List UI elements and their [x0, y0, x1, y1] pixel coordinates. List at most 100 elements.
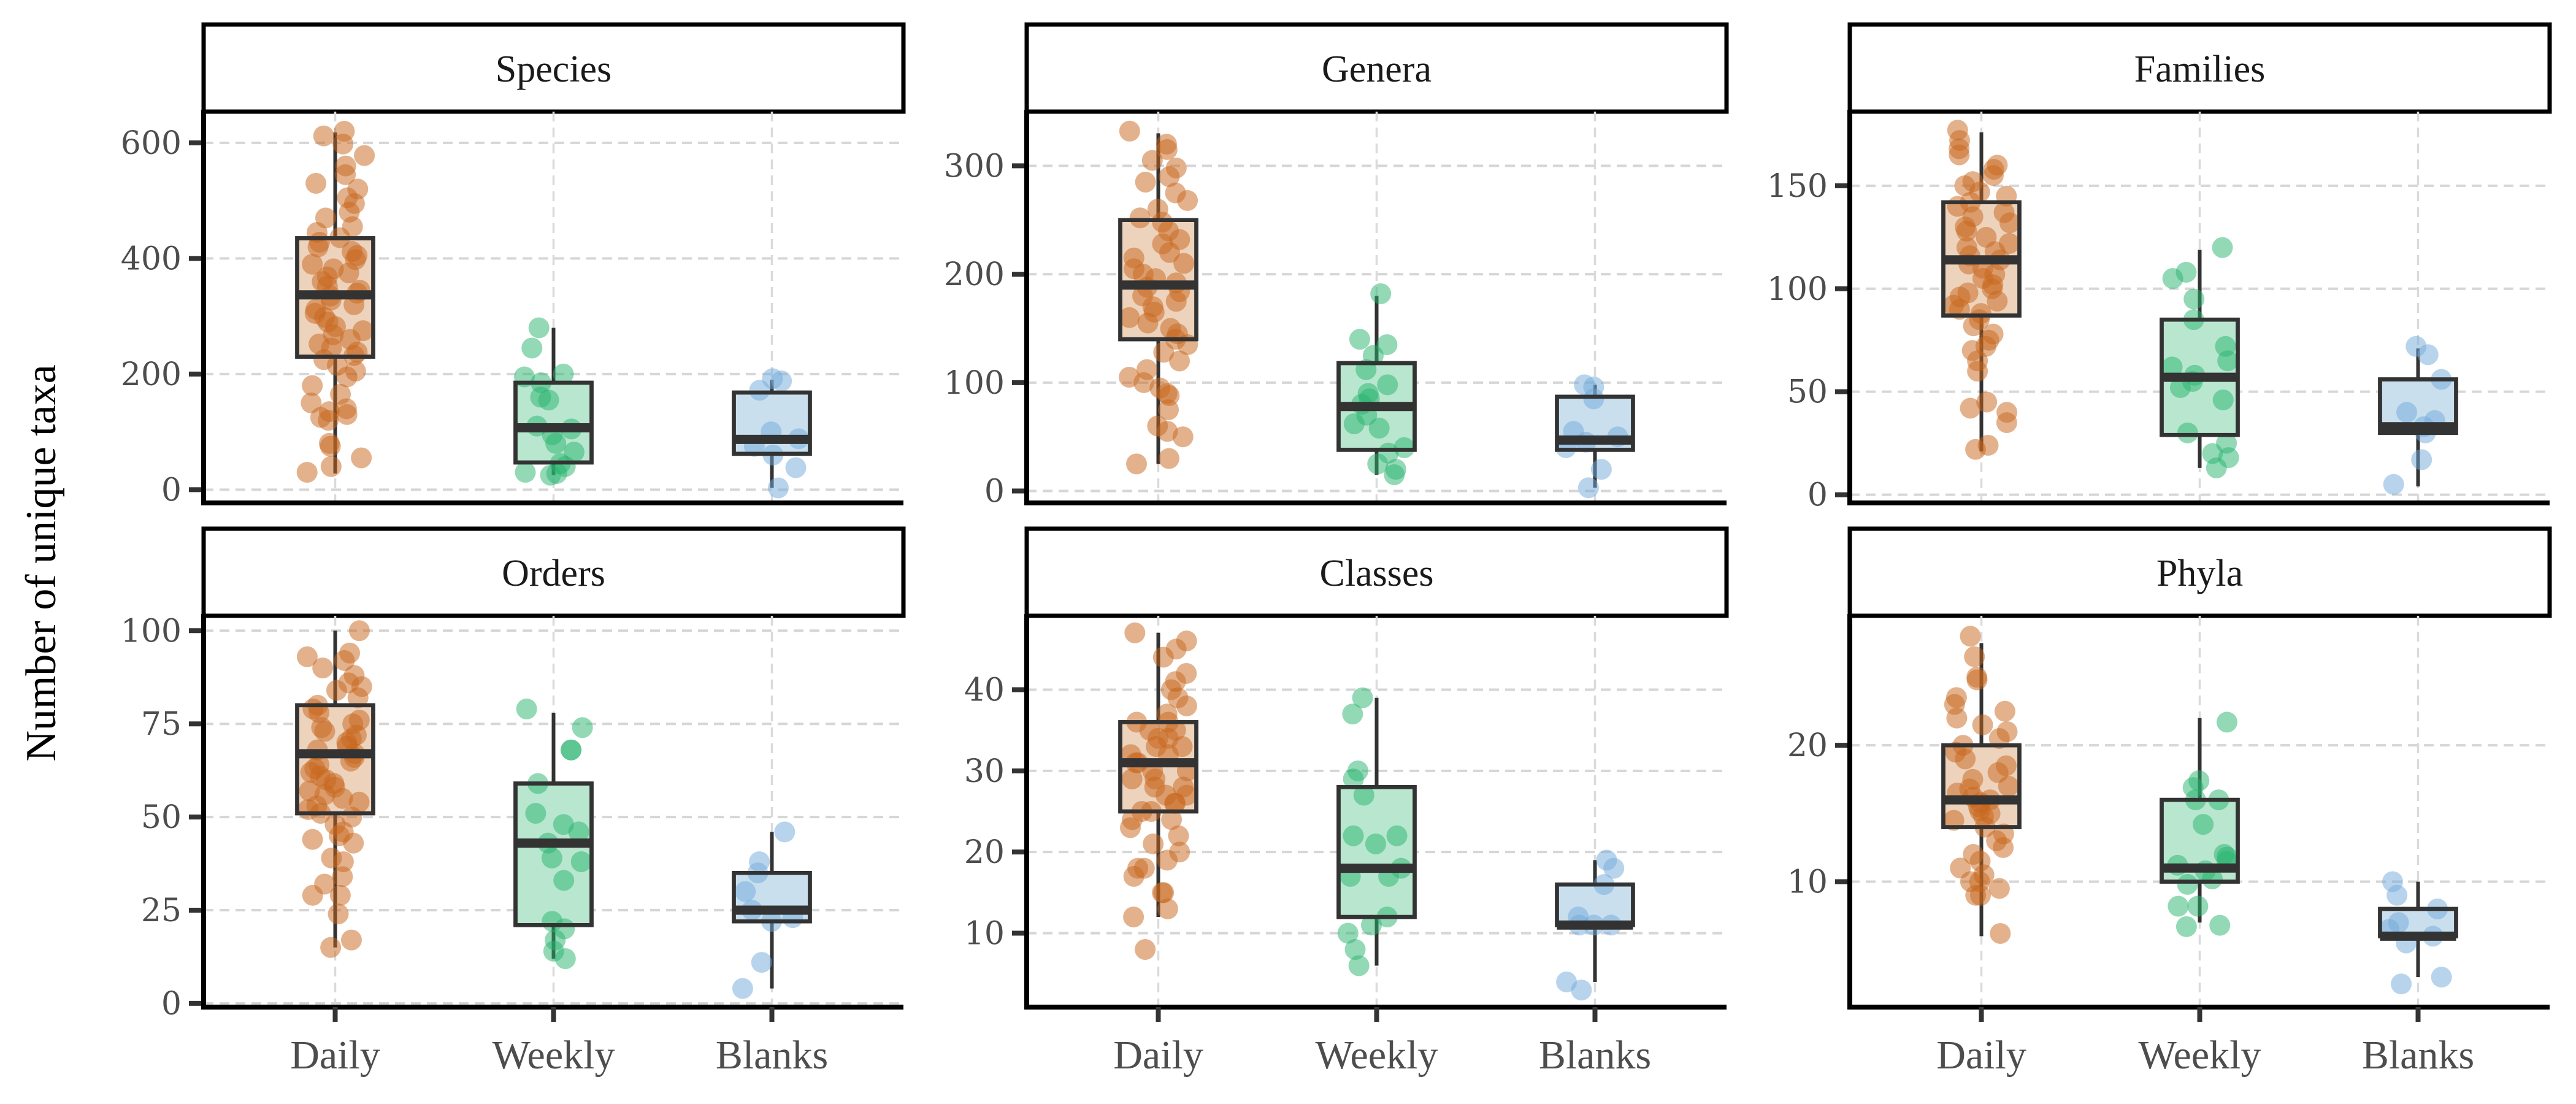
box-weekly	[2160, 711, 2240, 937]
data-point	[1965, 439, 1987, 460]
data-point	[2386, 884, 2408, 906]
x-tick-label: Weekly	[1316, 1033, 1438, 1078]
data-point	[2411, 449, 2432, 470]
data-point	[2177, 422, 2198, 443]
data-point	[354, 145, 375, 166]
strip-title: Species	[496, 48, 611, 90]
y-tick-label: 40	[964, 672, 1005, 708]
data-point	[1963, 315, 1984, 337]
data-point	[343, 832, 364, 854]
strip-header	[1847, 22, 2552, 114]
x-tick-label: Weekly	[2139, 1033, 2261, 1078]
data-point	[1949, 144, 1970, 166]
data-point	[1370, 283, 1392, 304]
data-point	[1365, 833, 1386, 854]
data-point	[1990, 922, 2011, 944]
strip-title: Classes	[1320, 553, 1434, 594]
iqr-box-outline	[1336, 361, 1417, 452]
data-point	[768, 477, 789, 499]
data-point	[1169, 350, 1190, 372]
box-daily	[295, 620, 375, 958]
data-point	[302, 375, 323, 396]
data-point	[1956, 220, 1977, 242]
data-point	[1133, 372, 1154, 393]
strip-header	[201, 526, 906, 618]
data-point	[1967, 361, 1988, 382]
y-tick-label: 75	[141, 706, 182, 743]
data-point	[1377, 374, 1398, 396]
x-tick-label: Weekly	[493, 1033, 615, 1078]
data-point	[1152, 646, 1174, 668]
data-point	[1386, 825, 1408, 846]
data-point	[1337, 922, 1359, 944]
box-blanks	[1555, 849, 1635, 1001]
box-weekly	[1336, 283, 1417, 486]
data-point	[1126, 453, 1148, 475]
data-point	[296, 462, 318, 483]
data-point	[2431, 967, 2452, 988]
data-point	[538, 389, 559, 411]
data-point	[545, 432, 567, 454]
data-point	[334, 650, 355, 671]
data-point	[751, 952, 772, 973]
y-tick-label: 50	[1787, 374, 1828, 411]
box-blanks	[1555, 374, 1635, 499]
strip-header	[1847, 526, 2552, 618]
data-point	[1368, 418, 1390, 439]
iqr-box-outline	[295, 703, 375, 816]
data-point	[2183, 288, 2205, 310]
data-point	[1353, 784, 1374, 806]
data-point	[1998, 775, 2019, 797]
x-tick-label: Daily	[290, 1033, 380, 1078]
data-point	[749, 380, 770, 401]
data-point	[1603, 857, 1625, 879]
data-point	[348, 620, 370, 642]
x-tick-label: Blanks	[2362, 1033, 2474, 1078]
data-point	[1955, 748, 1976, 770]
data-point	[332, 133, 354, 155]
data-point	[2162, 267, 2183, 289]
panel-families: Families 0 50 100 150	[1767, 22, 2552, 514]
data-point	[320, 937, 342, 958]
data-point	[1960, 397, 1981, 419]
data-point	[1965, 884, 1987, 906]
data-point	[1994, 700, 2015, 722]
data-point	[2177, 873, 2198, 895]
data-point	[2209, 914, 2231, 936]
data-point	[1129, 207, 1151, 229]
iqr-box-outline	[1555, 882, 1635, 927]
data-point	[774, 821, 795, 843]
y-tick-label: 0	[161, 472, 182, 508]
panel-classes: Classes 10 20 30 40 Daily Weekly Blanks	[964, 526, 1729, 1078]
y-tick-label: 50	[141, 799, 182, 836]
data-point	[561, 739, 582, 761]
data-point	[1119, 307, 1140, 328]
data-point	[1577, 477, 1599, 499]
strip-header	[201, 22, 906, 114]
data-point	[1976, 391, 1998, 413]
data-point	[1960, 626, 1981, 647]
y-tick-label: 20	[1787, 727, 1828, 764]
panel-species: Species 0 200 400 600	[121, 22, 906, 508]
data-point	[1972, 714, 1993, 735]
y-tick-label: 100	[1767, 271, 1828, 308]
data-point	[540, 464, 561, 486]
data-point	[305, 172, 327, 194]
iqr-box-outline	[732, 390, 812, 456]
data-point	[528, 317, 550, 339]
data-point	[2396, 402, 2417, 423]
y-tick-label: 10	[1787, 864, 1828, 900]
data-point	[302, 253, 323, 275]
data-point	[314, 721, 335, 742]
data-point	[1571, 979, 1592, 1001]
data-point	[307, 236, 329, 258]
data-point	[2161, 356, 2183, 378]
data-point	[2217, 350, 2239, 372]
data-point	[1982, 165, 2004, 186]
data-point	[1119, 120, 1140, 142]
data-point	[340, 929, 362, 951]
data-point	[2168, 895, 2189, 917]
data-point	[1161, 809, 1183, 830]
data-point	[1141, 150, 1163, 171]
